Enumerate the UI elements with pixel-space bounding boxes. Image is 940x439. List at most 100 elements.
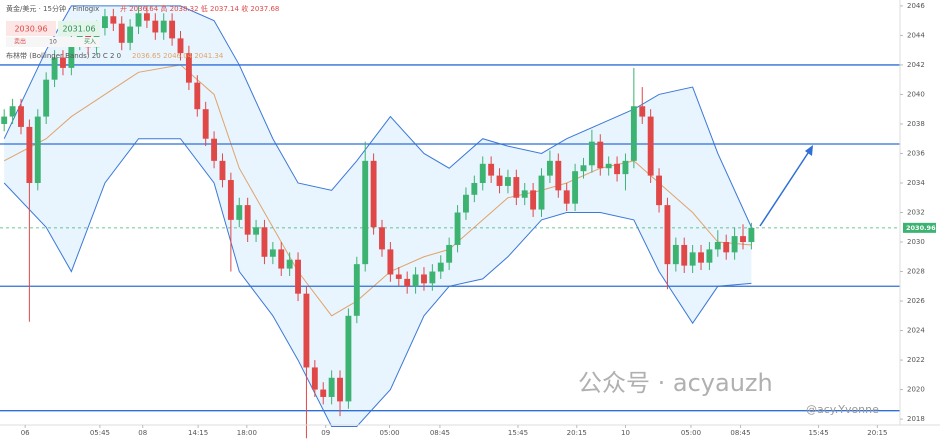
- buy-price: 2031.06: [62, 25, 95, 34]
- buy-box[interactable]: [58, 21, 100, 36]
- candle-body: [177, 38, 184, 54]
- candle-body: [421, 274, 427, 284]
- watermark: 公众号 · acyauzh: [578, 369, 773, 397]
- x-tick-label: 08:45: [730, 429, 750, 437]
- candle-body: [102, 16, 108, 29]
- candle-body: [295, 259, 301, 294]
- candle-body: [370, 160, 377, 228]
- candle-body: [227, 180, 234, 220]
- candle-body: [555, 160, 562, 191]
- candle-body: [580, 165, 587, 172]
- candle-body: [740, 236, 746, 243]
- candle-body: [723, 242, 730, 253]
- sell-box[interactable]: [6, 21, 56, 36]
- y-tick-label: 2030: [907, 238, 925, 246]
- x-tick-label: 05:00: [379, 429, 399, 437]
- y-tick-label: 2020: [907, 386, 925, 394]
- candle-body: [647, 116, 654, 176]
- candle-body: [429, 271, 436, 284]
- y-tick-label: 2040: [907, 90, 925, 98]
- candle-body: [379, 227, 385, 250]
- candle-body: [563, 190, 570, 204]
- candle-body: [253, 227, 260, 235]
- x-tick-label: 15:45: [508, 429, 528, 437]
- candle-body: [118, 23, 125, 43]
- y-tick-label: 2044: [907, 31, 925, 39]
- y-tick-label: 2018: [907, 415, 925, 423]
- y-tick-label: 2046: [907, 2, 925, 10]
- x-tick-label: 18:00: [237, 429, 257, 437]
- candle-body: [320, 389, 327, 397]
- order-row: [6, 37, 100, 47]
- candle-body: [672, 244, 679, 265]
- x-tick-label: 09: [321, 429, 330, 437]
- candle-body: [622, 160, 629, 175]
- candle-body: [26, 126, 33, 183]
- y-tick-label: 2036: [907, 149, 925, 157]
- y-tick-label: 2026: [907, 297, 925, 305]
- band-fill: [4, 5, 752, 427]
- candle-body: [51, 57, 58, 80]
- candle-body: [353, 264, 360, 316]
- candle-body: [404, 278, 411, 287]
- qty[interactable]: 10: [49, 39, 57, 46]
- candle-body: [572, 171, 579, 204]
- candle-body: [463, 194, 469, 213]
- candle-body: [446, 244, 453, 263]
- sell-label[interactable]: 卖出: [14, 38, 26, 46]
- indicator-values: 2036.65 2046.04 2041.34: [132, 52, 224, 60]
- x-tick-label: 08: [138, 429, 147, 437]
- x-tick-label: 05:00: [681, 429, 701, 437]
- candle-body: [706, 249, 713, 263]
- candle-body: [261, 227, 268, 257]
- candle-body: [43, 79, 50, 117]
- symbol: 黄金/美元 · 15分钟 · Finlogix: [6, 4, 99, 13]
- x-tick-label: 20:15: [867, 429, 887, 437]
- candle-body: [614, 163, 621, 175]
- candle-body: [664, 205, 671, 265]
- candle-body: [530, 190, 537, 210]
- candle-body: [546, 160, 553, 176]
- candle-body: [454, 212, 461, 245]
- candle-body: [437, 262, 444, 272]
- candle-body: [18, 106, 24, 127]
- candle-body: [244, 205, 251, 235]
- y-tick-label: 2034: [907, 179, 925, 187]
- candle-body: [538, 175, 545, 210]
- candle-body: [748, 227, 755, 243]
- candle-body: [513, 177, 520, 198]
- plot: [0, 5, 900, 439]
- candle-body: [597, 141, 604, 169]
- candle-body: [681, 244, 688, 266]
- candle-body: [362, 160, 369, 265]
- candle-body: [278, 249, 285, 269]
- y-tick-label: 2022: [907, 356, 925, 364]
- candle-body: [211, 138, 218, 161]
- arrow: [759, 149, 811, 227]
- ohlc: 开 2036.64 高 2038.32 低 2037.14 收 2037.68: [120, 4, 279, 13]
- candle-body: [269, 249, 276, 257]
- candle-body: [656, 175, 662, 206]
- candle-body: [68, 42, 75, 68]
- y-tick-label: 2028: [907, 268, 925, 276]
- candle-body: [412, 274, 419, 287]
- candle-body: [110, 16, 117, 24]
- candle-body: [387, 249, 394, 275]
- candle-body: [337, 377, 343, 402]
- x-tick-label: 20:15: [567, 429, 587, 437]
- candle-body: [496, 175, 503, 186]
- candle-body: [185, 53, 192, 83]
- band-lower: [3, 138, 752, 427]
- x-tick-label: 08:45: [430, 429, 450, 437]
- buy-label[interactable]: 买入: [84, 38, 96, 46]
- y-tick-label: 2024: [907, 327, 925, 335]
- arrow-head: [805, 145, 813, 156]
- candle-body: [630, 106, 637, 161]
- candle-body: [160, 20, 167, 33]
- x-tick-label: 10: [621, 429, 630, 437]
- candle-body: [471, 182, 478, 195]
- candle-body: [303, 293, 310, 368]
- candle-body: [169, 20, 176, 39]
